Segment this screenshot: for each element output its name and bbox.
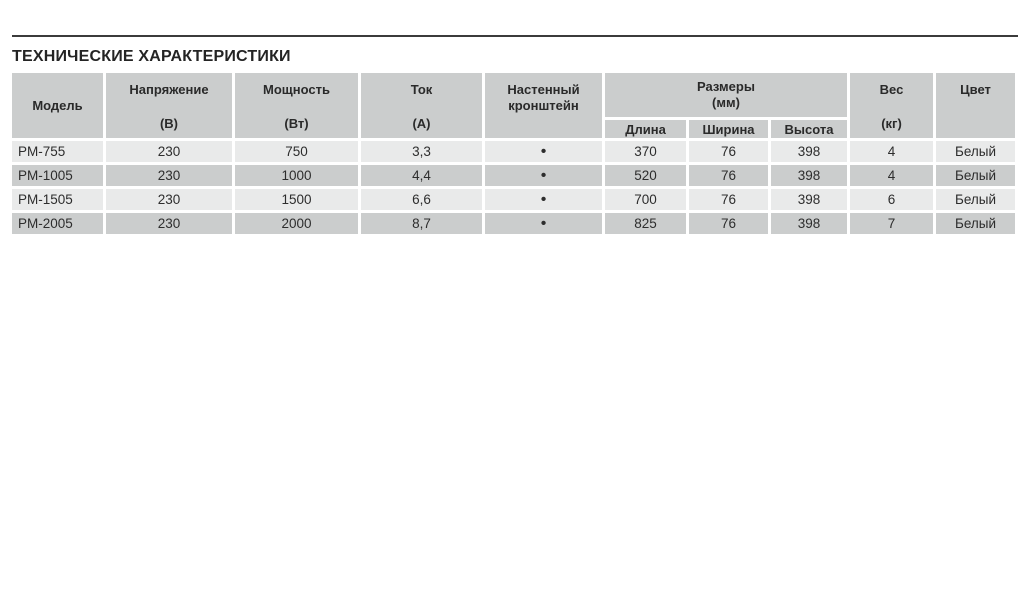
column-header-unit: (мм) xyxy=(712,95,740,110)
cell-current: 4,4 xyxy=(361,165,482,186)
cell-current: 6,6 xyxy=(361,189,482,210)
column-header-height: Высота xyxy=(771,120,847,138)
dimensions-subheader-row: Длина Ширина Высота xyxy=(605,120,847,138)
column-header-length: Длина xyxy=(605,120,686,138)
cell-bracket-bullet: • xyxy=(485,213,602,234)
cell-length: 520 xyxy=(605,165,686,186)
title-divider xyxy=(12,35,1018,37)
cell-height: 398 xyxy=(771,141,847,162)
table-row: PM-1505 230 1500 6,6 • 700 76 398 6 Белы… xyxy=(12,189,1017,210)
table-row: PM-1005 230 1000 4,4 • 520 76 398 4 Белы… xyxy=(12,165,1017,186)
cell-width: 76 xyxy=(689,189,768,210)
cell-width: 76 xyxy=(689,141,768,162)
column-header-label: Размеры xyxy=(697,78,755,94)
cell-height: 398 xyxy=(771,213,847,234)
column-header-unit: (А) xyxy=(412,116,431,132)
column-header-model: Модель xyxy=(12,73,103,138)
cell-power: 750 xyxy=(235,141,358,162)
column-header-label: Ток xyxy=(410,82,433,97)
cell-model: PM-755 xyxy=(12,141,103,162)
dimensions-group-header: Размеры (мм) xyxy=(605,73,847,117)
cell-voltage: 230 xyxy=(106,141,232,162)
column-header-power: Мощность (Вт) xyxy=(235,73,358,138)
column-header-unit: (кг) xyxy=(881,116,902,132)
cell-power: 1000 xyxy=(235,165,358,186)
column-header-width: Ширина xyxy=(689,120,768,138)
column-header-unit: (Вт) xyxy=(284,116,309,132)
column-header-label: Цвет xyxy=(960,82,991,97)
cell-model: PM-2005 xyxy=(12,213,103,234)
column-header-label: Напряжение xyxy=(129,82,209,97)
cell-color: Белый xyxy=(936,189,1015,210)
cell-width: 76 xyxy=(689,165,768,186)
column-header-label: Настенный кронштейн xyxy=(507,82,580,113)
column-header-label: Модель xyxy=(32,97,83,113)
cell-power: 2000 xyxy=(235,213,358,234)
cell-color: Белый xyxy=(936,213,1015,234)
column-header-weight: Вес (кг) xyxy=(850,73,933,138)
cell-length: 825 xyxy=(605,213,686,234)
cell-voltage: 230 xyxy=(106,165,232,186)
cell-bracket-bullet: • xyxy=(485,165,602,186)
cell-power: 1500 xyxy=(235,189,358,210)
cell-model: PM-1505 xyxy=(12,189,103,210)
column-header-unit: (В) xyxy=(159,116,179,132)
cell-current: 8,7 xyxy=(361,213,482,234)
cell-model: PM-1005 xyxy=(12,165,103,186)
cell-bracket-bullet: • xyxy=(485,141,602,162)
cell-voltage: 230 xyxy=(106,213,232,234)
specs-table: Модель Напряжение (В) Мощность (Вт) Ток … xyxy=(12,73,1017,234)
cell-bracket-bullet: • xyxy=(485,189,602,210)
cell-weight: 7 xyxy=(850,213,933,234)
table-row: PM-2005 230 2000 8,7 • 825 76 398 7 Белы… xyxy=(12,213,1017,234)
cell-width: 76 xyxy=(689,213,768,234)
column-header-label: Мощность xyxy=(263,82,330,97)
column-header-current: Ток (А) xyxy=(361,73,482,138)
cell-color: Белый xyxy=(936,165,1015,186)
cell-current: 3,3 xyxy=(361,141,482,162)
column-header-color: Цвет xyxy=(936,73,1015,138)
table-header-row: Модель Напряжение (В) Мощность (Вт) Ток … xyxy=(12,73,1017,138)
cell-weight: 4 xyxy=(850,165,933,186)
table-row: PM-755 230 750 3,3 • 370 76 398 4 Белый xyxy=(12,141,1017,162)
cell-weight: 6 xyxy=(850,189,933,210)
cell-weight: 4 xyxy=(850,141,933,162)
cell-height: 398 xyxy=(771,189,847,210)
section-title: ТЕХНИЧЕСКИЕ ХАРАКТЕРИСТИКИ xyxy=(12,48,291,65)
column-header-dimensions-group: Размеры (мм) Длина Ширина Высота xyxy=(605,73,847,138)
cell-voltage: 230 xyxy=(106,189,232,210)
column-header-bracket: Настенный кронштейн xyxy=(485,73,602,138)
cell-height: 398 xyxy=(771,165,847,186)
cell-color: Белый xyxy=(936,141,1015,162)
cell-length: 700 xyxy=(605,189,686,210)
column-header-voltage: Напряжение (В) xyxy=(106,73,232,138)
column-header-label: Вес xyxy=(879,82,904,97)
cell-length: 370 xyxy=(605,141,686,162)
